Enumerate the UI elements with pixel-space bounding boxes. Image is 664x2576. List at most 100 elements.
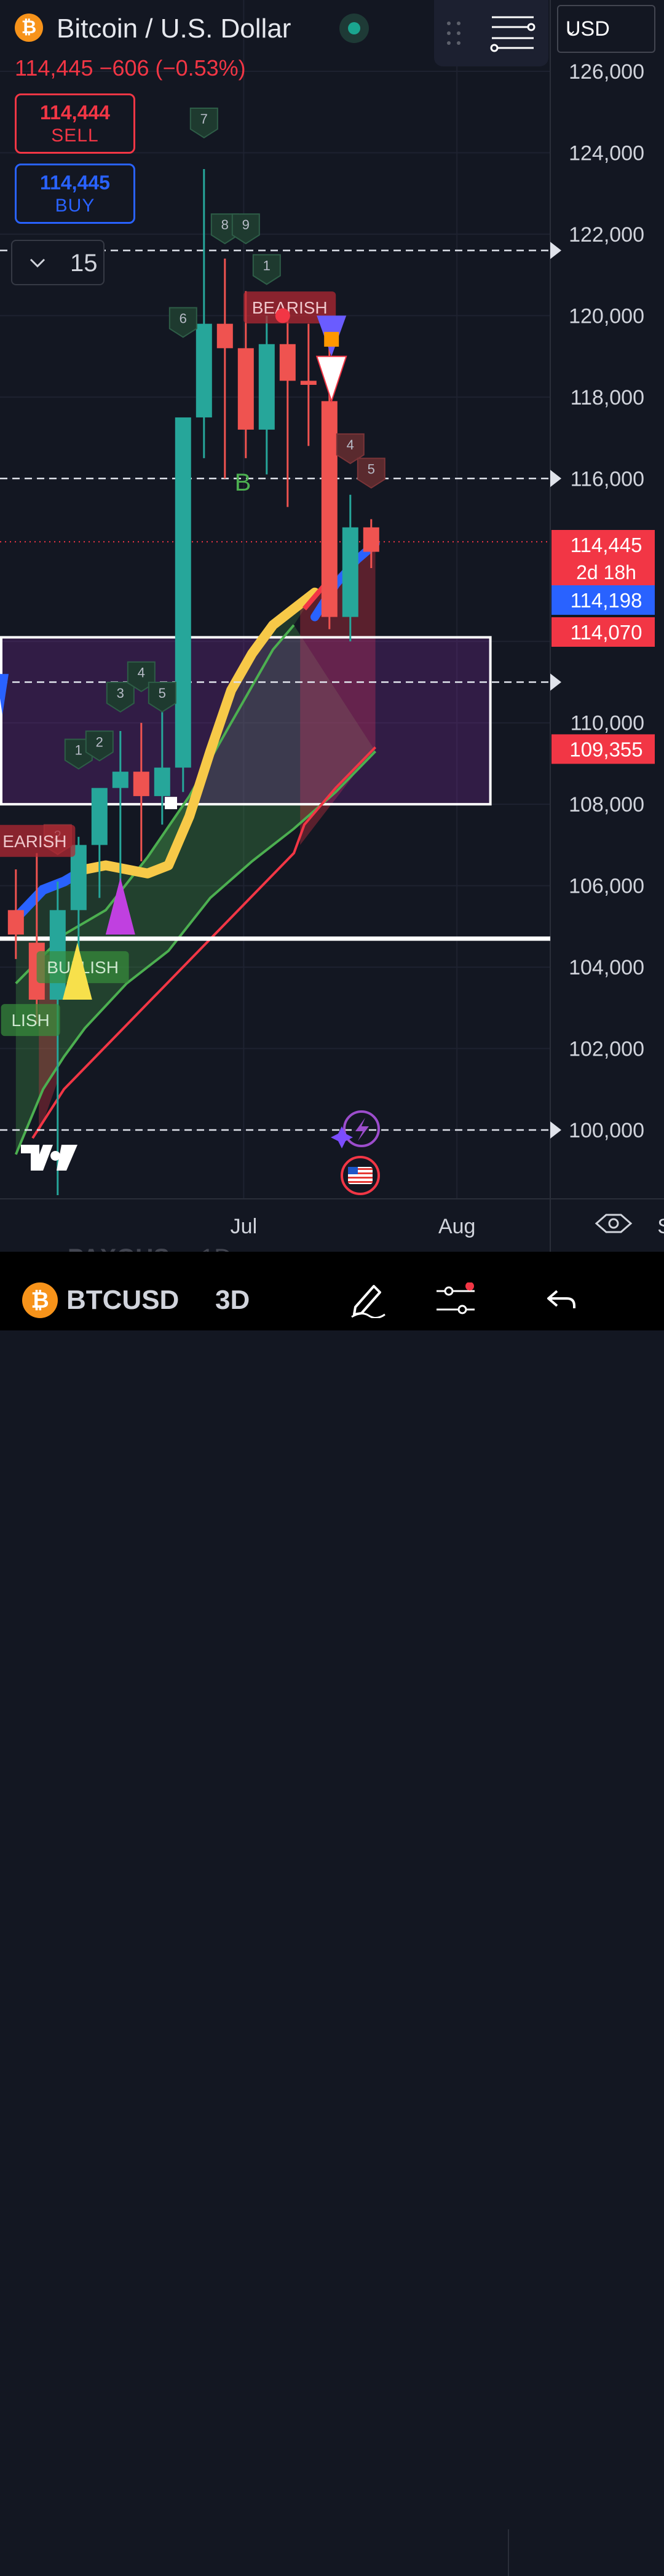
time-tick-label: Jul	[231, 1215, 257, 1238]
bull-cloud	[15, 625, 376, 1155]
candle-body	[196, 323, 212, 417]
count-label-text: 1	[263, 258, 271, 273]
count-label-text: 4	[138, 665, 145, 681]
candle-body	[154, 767, 170, 796]
buy-label: BUY	[55, 196, 95, 216]
drawing-tools-icon[interactable]	[489, 14, 536, 53]
signal-label-text: EARISH	[2, 832, 66, 851]
price-tick-label: 122,000	[569, 223, 644, 247]
price-chart[interactable]: 1234567891452BEARISHEARISHBULLISHLISHB10…	[0, 0, 664, 1252]
candle-body	[342, 527, 358, 617]
count-label-bg	[231, 213, 260, 245]
count-label: 3	[106, 681, 135, 713]
price-tag-text: 114,198	[571, 589, 642, 612]
count-label: 9	[231, 213, 260, 245]
flag-stripe	[348, 1168, 373, 1170]
blue-down-triangle-icon	[0, 674, 9, 715]
indicators-count: 15	[70, 250, 98, 277]
chevron-down-icon: ⌄	[566, 22, 577, 38]
count-label: 4	[336, 433, 365, 465]
currency-select[interactable]: USD ⌄	[557, 5, 655, 53]
purple-triangle-icon	[105, 877, 135, 935]
flag-stripe	[348, 1181, 373, 1183]
price-change-quote: 114,445 −606 (−0.53%)	[15, 55, 246, 81]
signal-label: LISH	[1, 1004, 60, 1037]
count-label-text: 1	[75, 743, 82, 758]
price-tag-countdown: 2d 18h	[576, 561, 636, 583]
count-label-bg	[168, 307, 197, 338]
market-status-icon[interactable]	[339, 14, 369, 43]
orange-square-icon	[324, 331, 339, 347]
trend-cloud	[15, 592, 315, 984]
candle-body	[279, 344, 296, 381]
level-handle-icon	[550, 673, 561, 691]
count-label: 5	[148, 681, 176, 713]
price-tick-label: 118,000	[571, 386, 644, 409]
count-label-bg	[252, 254, 281, 285]
buy-button[interactable]: 114,445 BUY	[15, 164, 135, 224]
count-label-text: 5	[159, 685, 166, 701]
sell-button[interactable]: 114,444 SELL	[15, 93, 135, 154]
signal-label: EARISH	[0, 824, 76, 857]
price-tag: 114,445 2d 18h	[551, 530, 655, 587]
currency-value: USD	[566, 17, 610, 41]
price-tick-label: 100,000	[569, 1119, 644, 1142]
price-tag-bg	[551, 585, 655, 615]
chart-toolbar	[434, 0, 548, 66]
undo-icon[interactable]	[546, 1287, 577, 1312]
drag-handle-icon[interactable]	[445, 20, 464, 47]
buy-price: 114,445	[40, 172, 110, 194]
price-tick-label: 106,000	[569, 875, 644, 898]
signal-label-bg	[1, 1004, 60, 1037]
price-tag-bg	[551, 617, 655, 647]
candle-body	[300, 381, 317, 385]
price-tick-label: 104,000	[569, 956, 644, 979]
count-label-text: 8	[221, 217, 229, 232]
bottom-timeframe[interactable]: 3D	[215, 1285, 250, 1315]
sell-price: 114,444	[40, 101, 110, 124]
candles	[7, 168, 379, 1195]
signal-label-text: LISH	[11, 1011, 49, 1030]
level-handle-icon	[550, 242, 561, 259]
time-tick-label: Aug	[438, 1215, 476, 1238]
count-label-text: 6	[180, 311, 187, 326]
price-tick-label: 110,000	[571, 712, 644, 735]
sell-label: SELL	[51, 125, 99, 146]
price-tick-label: 126,000	[569, 60, 644, 84]
symbol-title[interactable]: Bitcoin / U.S. Dollar	[57, 14, 291, 44]
pencil-icon[interactable]	[349, 1280, 386, 1318]
candle-body	[112, 772, 128, 788]
count-label: 6	[168, 307, 197, 338]
count-label-text: 7	[200, 111, 208, 127]
candle-body	[363, 527, 379, 552]
price-tick-label: 120,000	[569, 304, 644, 328]
candle-body	[321, 401, 338, 617]
count-label-text: 4	[347, 437, 354, 452]
band-upper-line	[15, 624, 295, 984]
bottom-toolbar	[0, 1252, 664, 2576]
chevron-down-icon	[30, 258, 45, 268]
b-marker: B	[235, 469, 251, 496]
price-tick-label: 102,000	[569, 1038, 644, 1061]
bottom-symbol[interactable]: BTCUSD	[66, 1285, 180, 1315]
count-label-bg	[148, 681, 176, 713]
level-handle-icon	[550, 470, 561, 488]
price-tag-text: 114,445	[571, 534, 642, 556]
price-tag-bg	[551, 734, 655, 764]
settings-sliders-icon[interactable]	[435, 1282, 476, 1319]
sparkle-icon	[331, 1126, 353, 1148]
candle-body	[175, 417, 191, 768]
candle-body	[216, 323, 233, 349]
band-red-line	[31, 746, 377, 1139]
price-tag-text: 114,070	[571, 621, 642, 644]
toolbar-divider	[508, 2529, 509, 2576]
count-label-bg	[357, 457, 385, 489]
count-label-bg	[85, 730, 114, 762]
price-tag-text: 109,355	[569, 738, 642, 761]
count-label-text: 2	[96, 734, 103, 749]
bitcoin-icon: ₿	[22, 1282, 58, 1318]
candle-body	[91, 788, 108, 845]
axis-settings-icon-center	[608, 1218, 619, 1229]
time-tick-label: Se	[657, 1215, 664, 1238]
indicators-toggle[interactable]: 15	[11, 240, 105, 285]
